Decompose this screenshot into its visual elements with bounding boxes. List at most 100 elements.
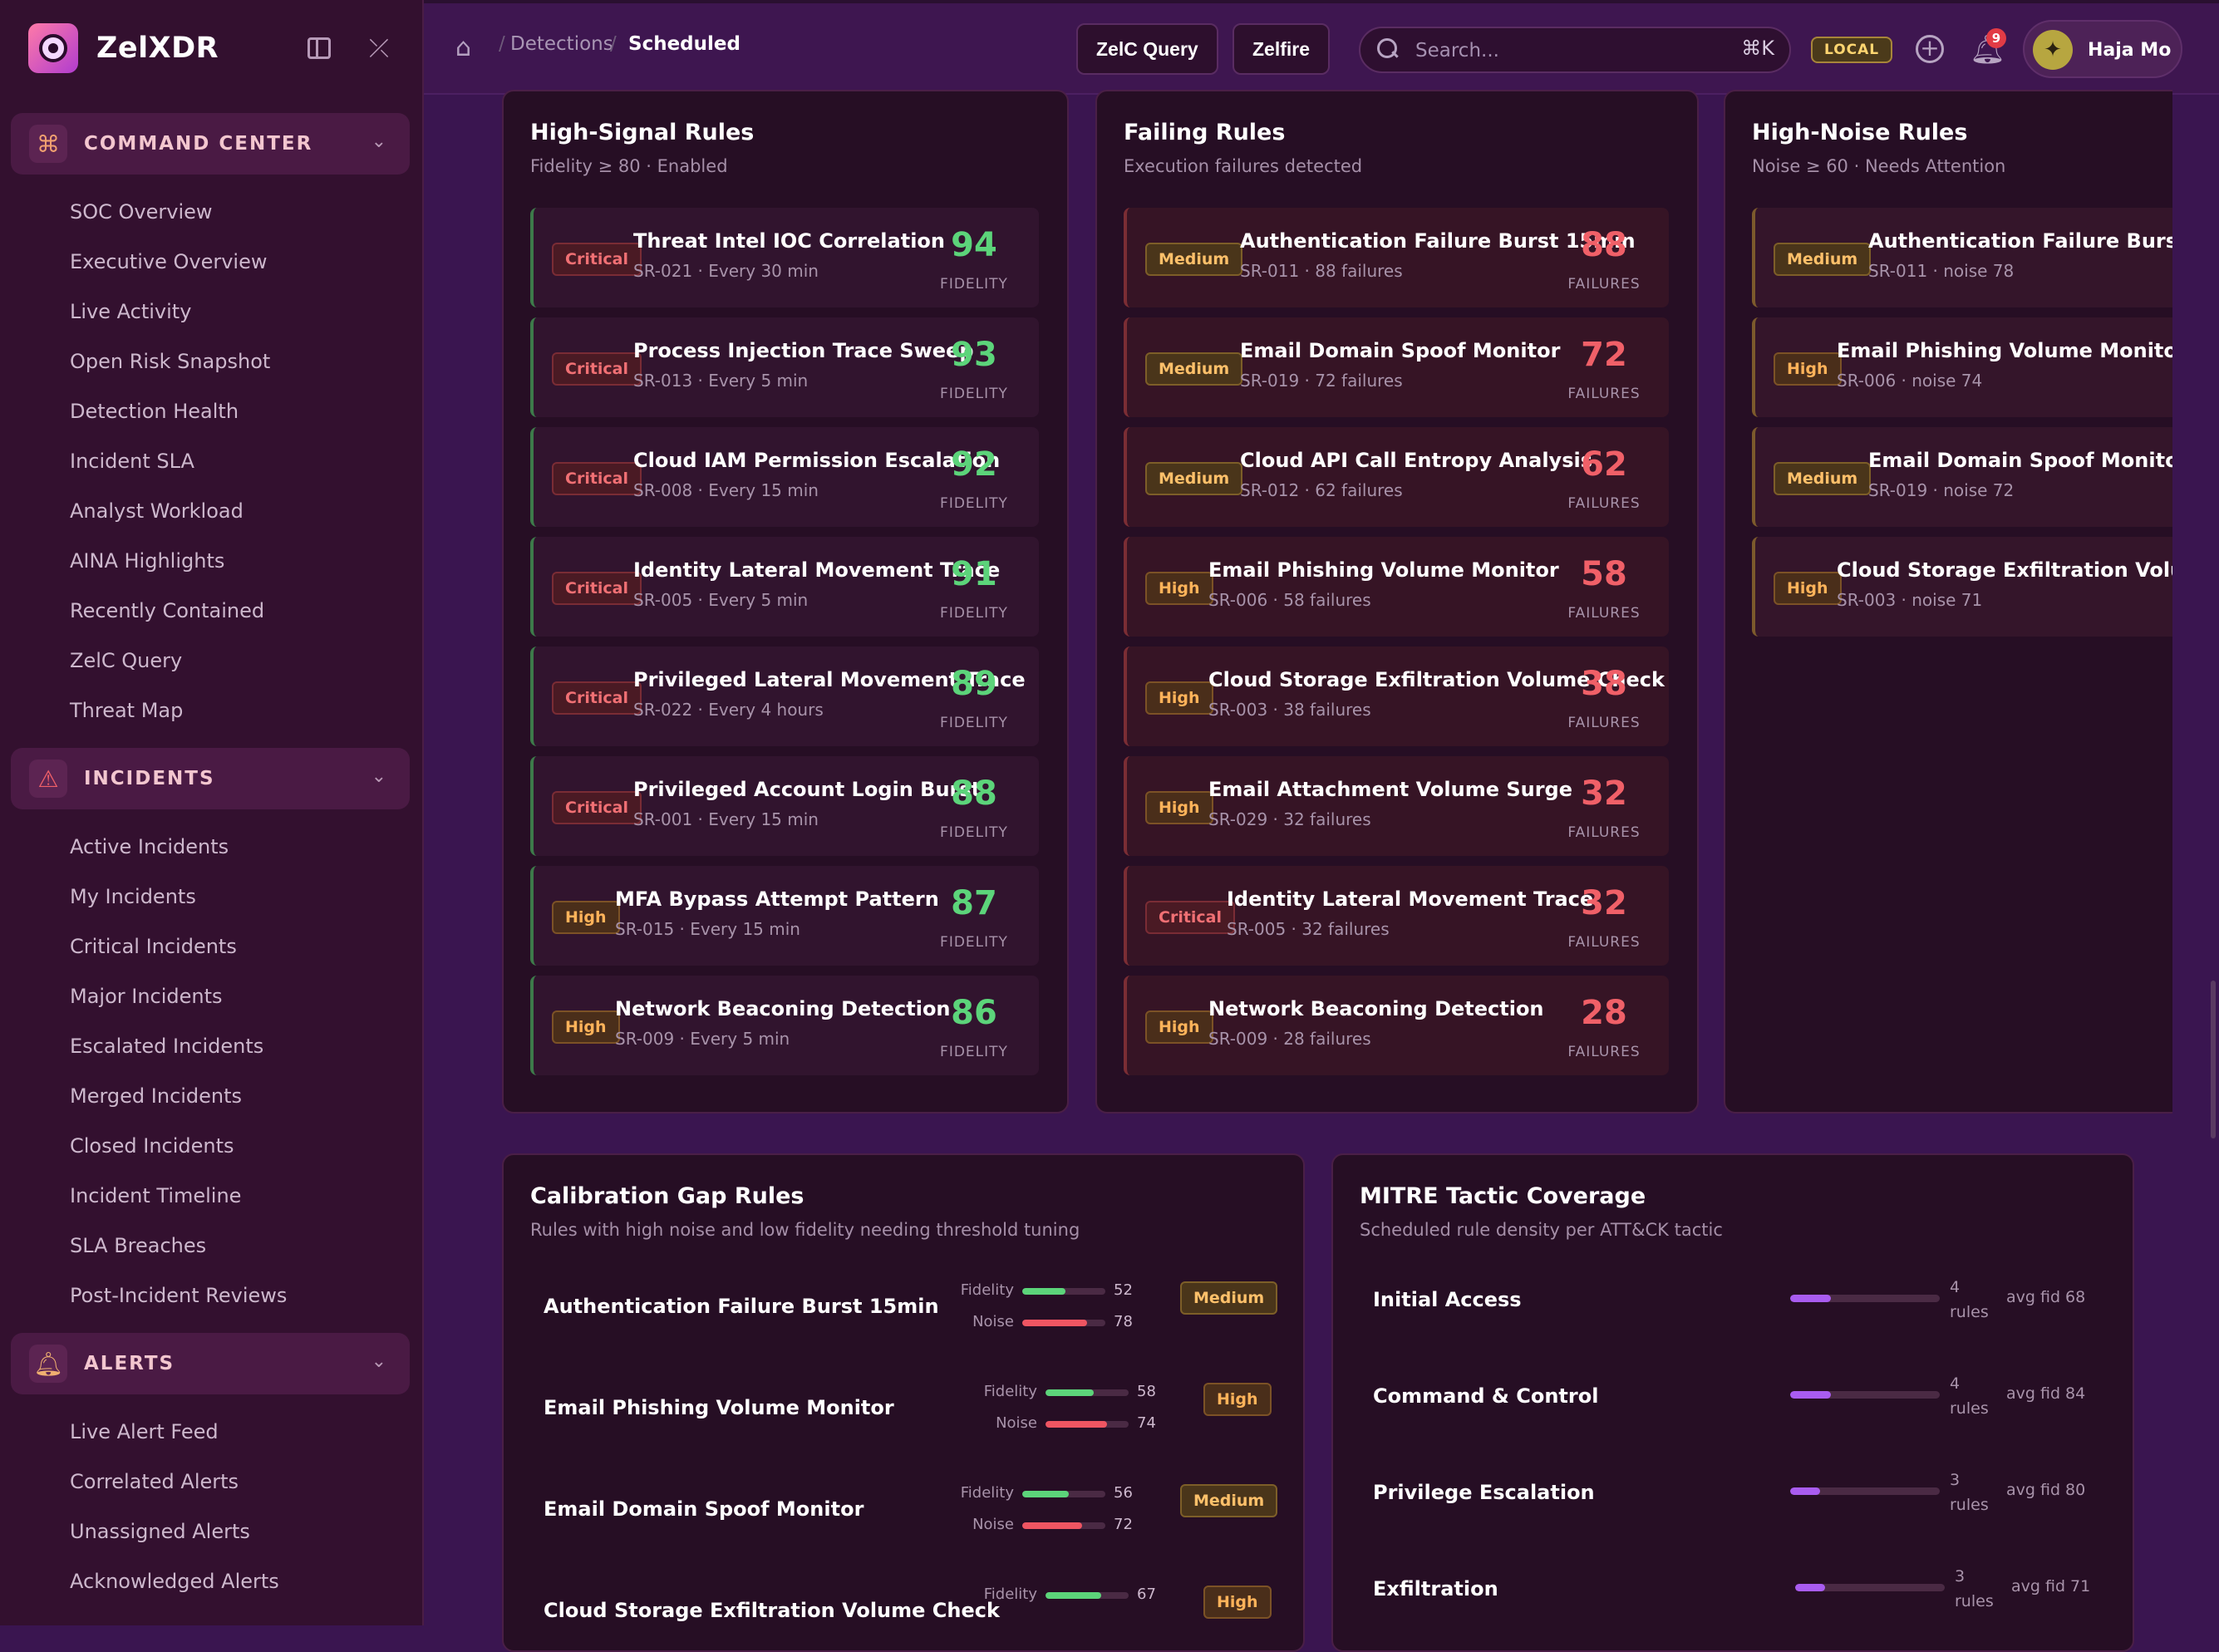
calibration-row[interactable]: Authentication Failure Burst 15min Fideli… bbox=[530, 1270, 1278, 1353]
section-label: COMMAND CENTER bbox=[84, 133, 313, 155]
rule-score-label: FIDELITY bbox=[940, 495, 1008, 512]
rule-name: Authentication Failure Burst 15min bbox=[1868, 229, 2172, 253]
severity-badge: High bbox=[1203, 1586, 1272, 1619]
toggle-sidebar-panel-icon[interactable] bbox=[303, 32, 336, 65]
brand[interactable]: ZelXDR bbox=[28, 22, 219, 75]
rule-name: Network Beaconing Detection bbox=[1208, 997, 1544, 1020]
sidebar-item-escalated-incidents[interactable]: Escalated Incidents bbox=[70, 1035, 264, 1058]
rule-row[interactable]: Critical Cloud IAM Permission Escalation S… bbox=[530, 427, 1039, 527]
calibration-row[interactable]: Email Domain Spoof Monitor Fidelity 56 Nois… bbox=[530, 1473, 1278, 1556]
section-header-command-center[interactable]: ⌘ COMMAND CENTER ⌄ bbox=[11, 113, 410, 175]
rule-meta: SR-011 · 88 failures bbox=[1240, 261, 1403, 281]
rule-score-label: FIDELITY bbox=[940, 1044, 1008, 1060]
sidebar-item-live-activity[interactable]: Live Activity bbox=[70, 300, 192, 323]
severity-badge: Critical bbox=[552, 791, 642, 824]
rule-row[interactable]: Critical Threat Intel IOC Correlation SR-0… bbox=[530, 208, 1039, 307]
rule-row[interactable]: High MFA Bypass Attempt Pattern SR-015 · E… bbox=[530, 866, 1039, 966]
rule-score: 93 bbox=[951, 336, 997, 374]
calibration-rule-name: Authentication Failure Burst 15min bbox=[544, 1295, 939, 1318]
calibration-row[interactable]: Email Phishing Volume Monitor Fidelity 58 N… bbox=[530, 1371, 1278, 1454]
sidebar-item-major-incidents[interactable]: Major Incidents bbox=[70, 985, 223, 1008]
rule-row[interactable]: Critical Privileged Account Login Burst SR… bbox=[530, 756, 1039, 856]
tactic-coverage-fill bbox=[1790, 1391, 1831, 1399]
sidebar-item-aina-highlights[interactable]: AINA Highlights bbox=[70, 549, 225, 573]
sidebar-item-active-incidents[interactable]: Active Incidents bbox=[70, 835, 229, 858]
sidebar-item-acknowledged-alerts[interactable]: Acknowledged Alerts bbox=[70, 1570, 279, 1593]
tactic-count-unit: rules bbox=[1950, 1303, 1989, 1321]
rule-name: Email Phishing Volume Monitor bbox=[1837, 339, 2172, 362]
rule-meta: SR-019 · 72 failures bbox=[1240, 371, 1403, 391]
search-box[interactable]: ⌘K bbox=[1359, 27, 1791, 73]
rule-name: MFA Bypass Attempt Pattern bbox=[615, 887, 939, 911]
sidebar-item-zelc-query[interactable]: ZelC Query bbox=[70, 649, 183, 672]
rule-score: 62 bbox=[1581, 445, 1627, 484]
fidelity-label: Fidelity bbox=[960, 1484, 1014, 1502]
severity-badge: High bbox=[1145, 572, 1213, 605]
rule-row[interactable]: High Email Phishing Volume Monitor SR-006 … bbox=[1124, 537, 1669, 637]
rule-row[interactable]: High Email Phishing Volume Monitor SR-006 … bbox=[1752, 317, 2172, 417]
rule-row[interactable]: Medium Email Domain Spoof Monitor SR-019 ·… bbox=[1752, 427, 2172, 527]
collapse-icon[interactable]: ⤫ bbox=[369, 33, 389, 63]
rule-row[interactable]: Critical Privileged Lateral Movement Trac… bbox=[530, 647, 1039, 746]
search-shortcut: ⌘K bbox=[1741, 37, 1774, 60]
rule-name: Network Beaconing Detection bbox=[615, 997, 951, 1020]
section-header-alerts[interactable]: 🔔︎ ALERTS ⌄ bbox=[11, 1333, 410, 1394]
sidebar-item-analyst-workload[interactable]: Analyst Workload bbox=[70, 499, 244, 523]
sidebar-item-unassigned-alerts[interactable]: Unassigned Alerts bbox=[70, 1520, 250, 1543]
severity-badge: High bbox=[1774, 572, 1842, 605]
chevron-down-icon[interactable]: ⌄ bbox=[371, 131, 386, 152]
severity-badge: High bbox=[1145, 681, 1213, 715]
sidebar-item-critical-incidents[interactable]: Critical Incidents bbox=[70, 935, 237, 958]
rule-row[interactable]: Critical Process Injection Trace Sweep SR-… bbox=[530, 317, 1039, 417]
sidebar-item-open-risk-snapshot[interactable]: Open Risk Snapshot bbox=[70, 350, 271, 373]
page-scrollbar-thumb[interactable] bbox=[2211, 981, 2216, 1138]
sidebar-item-soc-overview[interactable]: SOC Overview bbox=[70, 200, 213, 224]
sidebar-item-closed-incidents[interactable]: Closed Incidents bbox=[70, 1134, 234, 1158]
sidebar-item-post-incident-reviews[interactable]: Post-Incident Reviews bbox=[70, 1284, 288, 1307]
card-subtitle: Fidelity ≥ 80 · Enabled bbox=[530, 156, 728, 176]
sidebar-item-executive-overview[interactable]: Executive Overview bbox=[70, 250, 268, 273]
chevron-down-icon[interactable]: ⌄ bbox=[371, 1351, 386, 1372]
sidebar-item-incident-timeline[interactable]: Incident Timeline bbox=[70, 1184, 242, 1207]
section-header-incidents[interactable]: ⚠ INCIDENTS ⌄ bbox=[11, 748, 410, 809]
user-menu[interactable]: ✦ Haja Mo bbox=[2023, 20, 2182, 78]
rule-row[interactable]: High Email Attachment Volume Surge SR-029 … bbox=[1124, 756, 1669, 856]
rule-row[interactable]: High Network Beaconing Detection SR-009 · … bbox=[1124, 976, 1669, 1075]
sidebar-item-live-alert-feed[interactable]: Live Alert Feed bbox=[70, 1420, 219, 1443]
chevron-down-icon[interactable]: ⌄ bbox=[371, 766, 386, 787]
rule-row[interactable]: Critical Identity Lateral Movement Trace S… bbox=[1124, 866, 1669, 966]
calibration-rule-name: Email Domain Spoof Monitor bbox=[544, 1497, 864, 1521]
mitre-tactic-row[interactable]: Command & Control 4 rules avg fid 84 bbox=[1360, 1356, 2108, 1448]
rule-name: Privileged Lateral Movement Trace bbox=[633, 668, 1026, 691]
rule-row[interactable]: Medium Email Domain Spoof Monitor SR-019 ·… bbox=[1124, 317, 1669, 417]
mitre-tactic-row[interactable]: Initial Access 4 rules avg fid 68 bbox=[1360, 1260, 2108, 1351]
sidebar-item-detection-health[interactable]: Detection Health bbox=[70, 400, 239, 423]
sidebar-item-incident-sla[interactable]: Incident SLA bbox=[70, 450, 194, 473]
tactic-coverage-fill bbox=[1790, 1295, 1831, 1302]
breadcrumb-detections[interactable]: Detections bbox=[510, 33, 613, 55]
tactic-avg-fidelity: avg fid 71 bbox=[2011, 1577, 2091, 1595]
rule-score-label: FAILURES bbox=[1567, 605, 1641, 622]
mitre-tactic-row[interactable]: Exfiltration 3 rules avg fid 71 bbox=[1360, 1549, 2108, 1640]
sidebar-item-my-incidents[interactable]: My Incidents bbox=[70, 885, 196, 908]
sidebar-item-merged-incidents[interactable]: Merged Incidents bbox=[70, 1084, 243, 1108]
zelc-query-button[interactable]: ZelC Query bbox=[1076, 23, 1218, 75]
sidebar-item-correlated-alerts[interactable]: Correlated Alerts bbox=[70, 1470, 239, 1493]
rule-row[interactable]: Critical Identity Lateral Movement Trace S… bbox=[530, 537, 1039, 637]
rule-row[interactable]: Medium Cloud API Call Entropy Analysis SR-… bbox=[1124, 427, 1669, 527]
sidebar-item-threat-map[interactable]: Threat Map bbox=[70, 699, 184, 722]
sidebar-item-recently-contained[interactable]: Recently Contained bbox=[70, 599, 265, 622]
search-input[interactable] bbox=[1414, 35, 1713, 66]
zelfire-button[interactable]: Zelfire bbox=[1233, 23, 1331, 75]
rule-row[interactable]: High Network Beaconing Detection SR-009 · … bbox=[530, 976, 1039, 1075]
mitre-tactic-row[interactable]: Privilege Escalation 3 rules avg fid 80 bbox=[1360, 1453, 2108, 1544]
calibration-row[interactable]: Cloud Storage Exfiltration Volume Check F… bbox=[530, 1574, 1278, 1650]
add-icon[interactable]: + bbox=[1916, 35, 1944, 63]
sidebar-item-sla-breaches[interactable]: SLA Breaches bbox=[70, 1234, 207, 1257]
fidelity-bar-fill bbox=[1022, 1288, 1065, 1295]
home-icon[interactable]: ⌂ bbox=[455, 33, 472, 62]
